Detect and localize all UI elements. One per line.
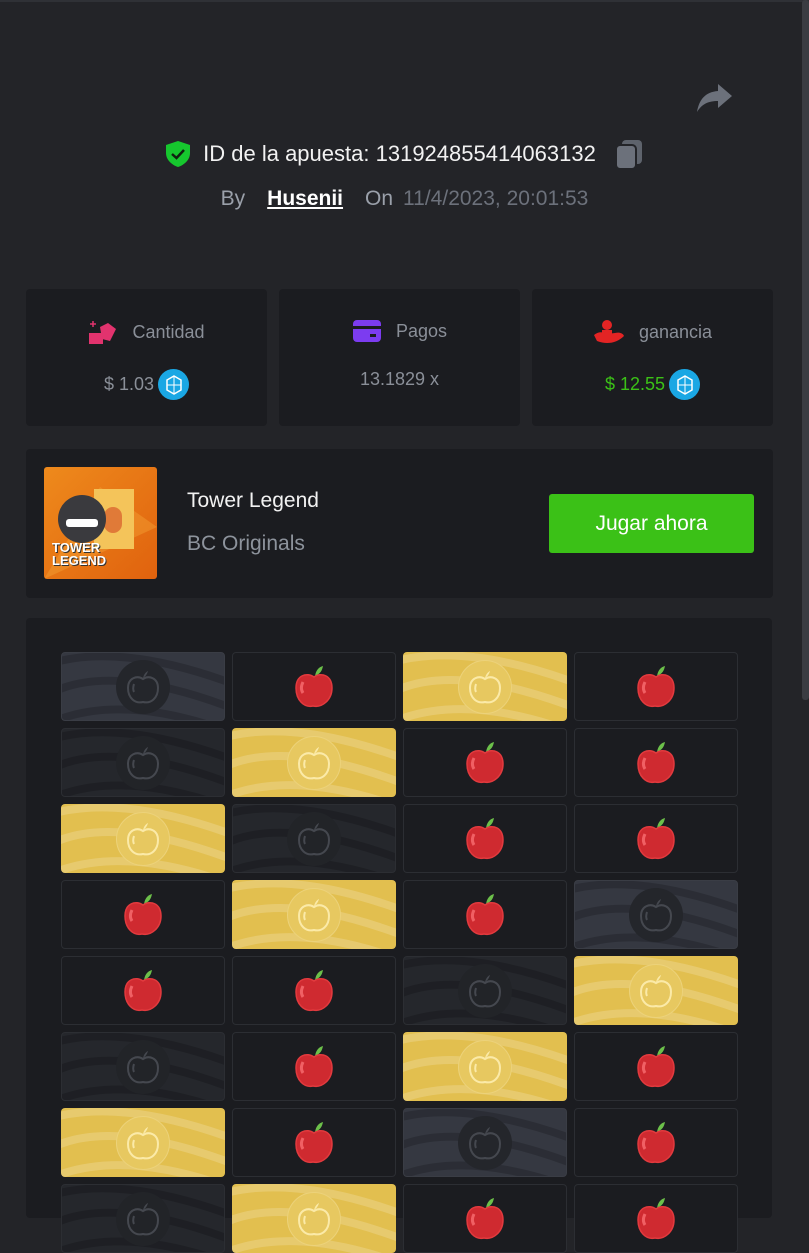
card-icon	[352, 320, 381, 342]
tile-apple	[232, 1032, 396, 1101]
stat-label: ganancia	[638, 321, 713, 342]
red-apple-icon	[293, 1044, 335, 1090]
tile-apple	[232, 956, 396, 1025]
tile-empty	[61, 1184, 225, 1253]
stat-value: $ 12.55	[604, 374, 666, 394]
game-board	[26, 618, 772, 1253]
scrollbar[interactable]	[802, 0, 809, 700]
apple-outline-icon	[629, 963, 683, 1018]
red-apple-icon	[464, 816, 506, 862]
game-card: TOWER LEGEND Tower Legend BC Originals Ju…	[26, 449, 773, 598]
apple-outline-icon	[287, 887, 341, 942]
red-apple-icon	[293, 968, 335, 1014]
red-apple-icon	[635, 1044, 677, 1090]
tile-gold	[403, 652, 567, 721]
red-apple-icon	[464, 740, 506, 786]
tile-empty	[61, 728, 225, 797]
apple-outline-icon	[116, 735, 170, 790]
apple-outline-icon	[116, 1115, 170, 1170]
game-thumbnail[interactable]: TOWER LEGEND	[44, 467, 157, 579]
tile-empty	[403, 1108, 567, 1177]
tile-apple	[403, 880, 567, 949]
red-apple-icon	[635, 816, 677, 862]
apple-outline-icon	[116, 811, 170, 866]
play-now-button[interactable]: Jugar ahora	[549, 494, 754, 553]
stat-label: Cantidad	[132, 321, 205, 342]
bet-id-label: ID de la apuesta:	[203, 141, 370, 166]
bet-meta-row: By Husenii On 11/4/2023, 20:01:53	[0, 187, 809, 211]
tile-apple	[574, 804, 738, 873]
stat-label: Pagos	[395, 320, 448, 341]
apple-outline-icon	[116, 1039, 170, 1094]
tile-gold	[61, 1108, 225, 1177]
tile-apple	[574, 652, 738, 721]
tile-empty	[61, 652, 225, 721]
tile-apple	[574, 1184, 738, 1253]
apple-outline-icon	[629, 887, 683, 942]
red-apple-icon	[635, 664, 677, 710]
tile-apple	[61, 956, 225, 1025]
red-apple-icon	[293, 1120, 335, 1166]
tile-empty	[574, 880, 738, 949]
tile-gold	[403, 1032, 567, 1101]
stat-value: $ 1.03	[103, 374, 155, 394]
apple-outline-icon	[116, 659, 170, 714]
red-apple-icon	[464, 1196, 506, 1242]
verified-shield-icon	[166, 141, 191, 167]
tile-empty	[232, 804, 396, 873]
tile-gold	[61, 804, 225, 873]
tile-empty	[61, 1032, 225, 1101]
username-link[interactable]: Husenii	[267, 187, 344, 210]
red-apple-icon	[464, 892, 506, 938]
apple-outline-icon	[287, 811, 341, 866]
thumbnail-logo-text: TOWER LEGEND	[52, 540, 107, 568]
coin-icon	[669, 369, 701, 400]
copy-icon[interactable]	[614, 138, 644, 170]
game-provider: BC Originals	[187, 532, 305, 555]
red-apple-icon	[122, 968, 164, 1014]
stat-profit: ganancia $ 12.55	[532, 289, 773, 426]
stat-value: 13.1829 x	[359, 369, 440, 389]
tile-gold	[574, 956, 738, 1025]
red-apple-icon	[293, 664, 335, 710]
apple-outline-icon	[458, 1039, 512, 1094]
tile-gold	[232, 728, 396, 797]
apple-outline-icon	[458, 659, 512, 714]
by-label: By	[220, 187, 246, 210]
tile-apple	[403, 804, 567, 873]
game-name: Tower Legend	[187, 489, 319, 512]
bet-id-row: ID de la apuesta: 131924855414063132	[0, 138, 809, 170]
tile-apple	[574, 728, 738, 797]
top-border	[0, 0, 809, 2]
share-icon[interactable]	[694, 80, 734, 116]
gem-hand-icon	[89, 321, 117, 344]
bet-datetime: 11/4/2023, 20:01:53	[403, 187, 589, 210]
tile-gold	[232, 880, 396, 949]
tile-apple	[403, 1184, 567, 1253]
bet-id: 131924855414063132	[375, 141, 596, 166]
stat-payout: Pagos 13.1829 x	[279, 289, 520, 426]
red-apple-icon	[122, 892, 164, 938]
on-label: On	[365, 187, 394, 210]
apple-outline-icon	[458, 963, 512, 1018]
tile-apple	[574, 1108, 738, 1177]
tile-apple	[574, 1032, 738, 1101]
red-apple-icon	[635, 1120, 677, 1166]
tile-apple	[232, 652, 396, 721]
stat-amount: Cantidad $ 1.03	[26, 289, 267, 426]
tile-apple	[403, 728, 567, 797]
tile-gold	[232, 1184, 396, 1253]
profit-hand-icon	[593, 320, 624, 344]
apple-outline-icon	[287, 735, 341, 790]
tile-apple	[61, 880, 225, 949]
red-apple-icon	[635, 1196, 677, 1242]
apple-outline-icon	[458, 1115, 512, 1170]
coin-icon	[158, 369, 190, 400]
red-apple-icon	[635, 740, 677, 786]
tile-empty	[403, 956, 567, 1025]
tile-apple	[232, 1108, 396, 1177]
